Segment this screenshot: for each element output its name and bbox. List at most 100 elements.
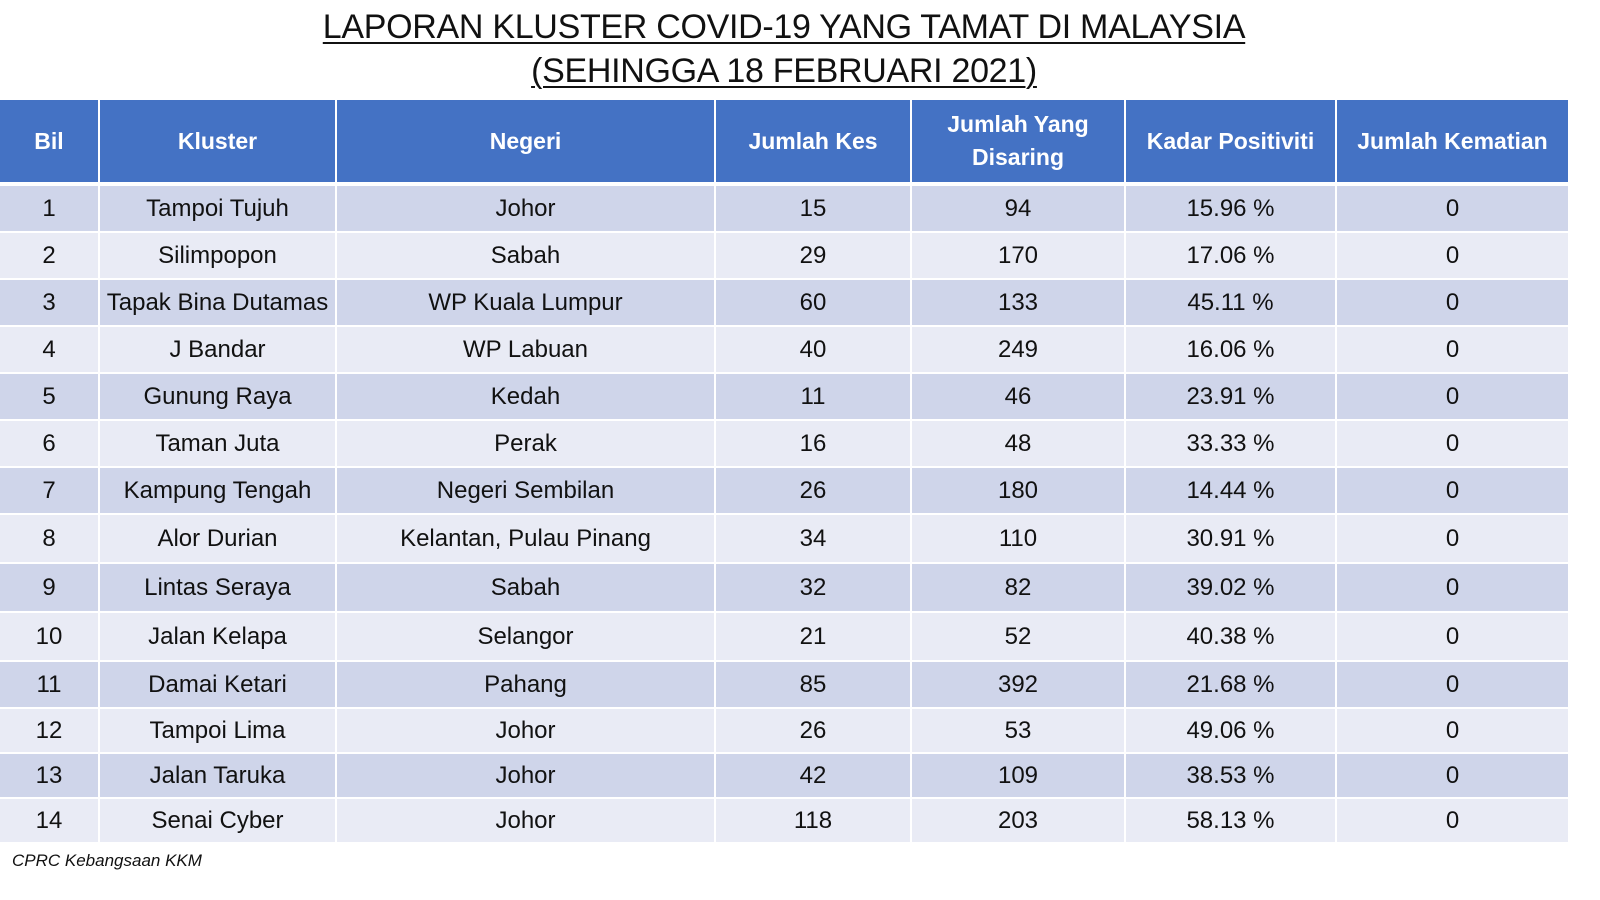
cell-bil: 13 xyxy=(0,753,100,799)
cell-jumlah-disaring: 46 xyxy=(911,373,1126,421)
cell-jumlah-kes: 21 xyxy=(715,612,912,662)
cell-bil: 2 xyxy=(0,232,100,280)
cell-kluster: Tampoi Tujuh xyxy=(99,184,337,233)
table-row: 2 Silimpopon Sabah 29 170 17.06 % 0 xyxy=(0,232,1568,280)
cell-jumlah-kematian: 0 xyxy=(1336,514,1568,564)
cluster-table: Bil Kluster Negeri Jumlah Kes Jumlah Yan… xyxy=(0,100,1568,844)
cell-jumlah-kematian: 0 xyxy=(1336,373,1568,421)
cell-jumlah-kes: 26 xyxy=(715,708,912,754)
column-header-jumlah-disaring: Jumlah Yang Disaring xyxy=(911,100,1126,186)
cell-jumlah-kematian: 0 xyxy=(1336,753,1568,799)
table-row: 1 Tampoi Tujuh Johor 15 94 15.96 % 0 xyxy=(0,184,1568,233)
cell-bil: 12 xyxy=(0,708,100,754)
column-header-negeri: Negeri xyxy=(336,100,716,186)
cell-kluster: Lintas Seraya xyxy=(99,563,337,613)
cell-jumlah-disaring: 133 xyxy=(911,279,1126,327)
cell-kadar-positiviti: 21.68 % xyxy=(1125,661,1337,709)
table-row: 5 Gunung Raya Kedah 11 46 23.91 % 0 xyxy=(0,373,1568,421)
cell-kluster: Jalan Taruka xyxy=(99,753,337,799)
column-header-jumlah-kes: Jumlah Kes xyxy=(715,100,912,186)
cell-negeri: Johor xyxy=(336,184,716,233)
cell-jumlah-disaring: 180 xyxy=(911,467,1126,515)
cell-jumlah-kematian: 0 xyxy=(1336,326,1568,374)
cell-jumlah-disaring: 94 xyxy=(911,184,1126,233)
table-header-row: Bil Kluster Negeri Jumlah Kes Jumlah Yan… xyxy=(0,100,1568,186)
cell-kadar-positiviti: 38.53 % xyxy=(1125,753,1337,799)
cell-jumlah-disaring: 52 xyxy=(911,612,1126,662)
column-header-kadar-positiviti: Kadar Positiviti xyxy=(1125,100,1337,186)
cell-jumlah-kes: 32 xyxy=(715,563,912,613)
cell-jumlah-kematian: 0 xyxy=(1336,612,1568,662)
cell-bil: 11 xyxy=(0,661,100,709)
cell-kluster: Damai Ketari xyxy=(99,661,337,709)
cell-jumlah-kematian: 0 xyxy=(1336,798,1568,844)
cell-bil: 9 xyxy=(0,563,100,613)
cell-jumlah-disaring: 392 xyxy=(911,661,1126,709)
cell-kluster: Senai Cyber xyxy=(99,798,337,844)
cell-jumlah-kematian: 0 xyxy=(1336,232,1568,280)
cell-kluster: J Bandar xyxy=(99,326,337,374)
cell-kadar-positiviti: 23.91 % xyxy=(1125,373,1337,421)
cell-jumlah-kematian: 0 xyxy=(1336,279,1568,327)
cell-kluster: Gunung Raya xyxy=(99,373,337,421)
table-row: 13 Jalan Taruka Johor 42 109 38.53 % 0 xyxy=(0,753,1568,799)
report-subtitle-date: (SEHINGGA 18 FEBRUARI 2021) xyxy=(531,52,1037,90)
cell-bil: 8 xyxy=(0,514,100,564)
cell-negeri: WP Kuala Lumpur xyxy=(336,279,716,327)
cell-negeri: Selangor xyxy=(336,612,716,662)
cell-jumlah-kes: 11 xyxy=(715,373,912,421)
table-row: 14 Senai Cyber Johor 118 203 58.13 % 0 xyxy=(0,798,1568,844)
cell-negeri: Johor xyxy=(336,708,716,754)
cell-bil: 5 xyxy=(0,373,100,421)
cell-negeri: Kelantan, Pulau Pinang xyxy=(336,514,716,564)
cell-kluster: Jalan Kelapa xyxy=(99,612,337,662)
table-row: 7 Kampung Tengah Negeri Sembilan 26 180 … xyxy=(0,467,1568,515)
cell-negeri: Perak xyxy=(336,420,716,468)
cell-jumlah-kes: 60 xyxy=(715,279,912,327)
cell-jumlah-disaring: 48 xyxy=(911,420,1126,468)
table-row: 3 Tapak Bina Dutamas WP Kuala Lumpur 60 … xyxy=(0,279,1568,327)
cell-jumlah-kematian: 0 xyxy=(1336,420,1568,468)
column-header-jumlah-kematian: Jumlah Kematian xyxy=(1336,100,1568,186)
cell-kluster: Kampung Tengah xyxy=(99,467,337,515)
cell-negeri: Johor xyxy=(336,753,716,799)
table-row: 8 Alor Durian Kelantan, Pulau Pinang 34 … xyxy=(0,514,1568,564)
cell-kadar-positiviti: 45.11 % xyxy=(1125,279,1337,327)
cell-jumlah-disaring: 109 xyxy=(911,753,1126,799)
column-header-kluster: Kluster xyxy=(99,100,337,186)
cell-kadar-positiviti: 17.06 % xyxy=(1125,232,1337,280)
cell-jumlah-disaring: 249 xyxy=(911,326,1126,374)
cell-jumlah-kes: 42 xyxy=(715,753,912,799)
cell-kadar-positiviti: 33.33 % xyxy=(1125,420,1337,468)
cell-kadar-positiviti: 16.06 % xyxy=(1125,326,1337,374)
cell-jumlah-kematian: 0 xyxy=(1336,708,1568,754)
source-footnote: CPRC Kebangsaan KKM xyxy=(12,851,202,870)
cell-kadar-positiviti: 15.96 % xyxy=(1125,184,1337,233)
cell-jumlah-disaring: 170 xyxy=(911,232,1126,280)
cell-kadar-positiviti: 40.38 % xyxy=(1125,612,1337,662)
cell-jumlah-kematian: 0 xyxy=(1336,184,1568,233)
cell-jumlah-kes: 118 xyxy=(715,798,912,844)
cell-negeri: Negeri Sembilan xyxy=(336,467,716,515)
cell-bil: 1 xyxy=(0,184,100,233)
cell-jumlah-kes: 16 xyxy=(715,420,912,468)
cell-kluster: Tapak Bina Dutamas xyxy=(99,279,337,327)
cell-negeri: Johor xyxy=(336,798,716,844)
table-row: 12 Tampoi Lima Johor 26 53 49.06 % 0 xyxy=(0,708,1568,754)
cell-kadar-positiviti: 14.44 % xyxy=(1125,467,1337,515)
table-row: 4 J Bandar WP Labuan 40 249 16.06 % 0 xyxy=(0,326,1568,374)
cell-jumlah-kes: 85 xyxy=(715,661,912,709)
table-row: 11 Damai Ketari Pahang 85 392 21.68 % 0 xyxy=(0,661,1568,709)
cell-bil: 3 xyxy=(0,279,100,327)
cell-negeri: Sabah xyxy=(336,232,716,280)
cell-jumlah-disaring: 110 xyxy=(911,514,1126,564)
cell-bil: 6 xyxy=(0,420,100,468)
table-row: 10 Jalan Kelapa Selangor 21 52 40.38 % 0 xyxy=(0,612,1568,662)
cell-kadar-positiviti: 39.02 % xyxy=(1125,563,1337,613)
cell-kadar-positiviti: 58.13 % xyxy=(1125,798,1337,844)
cell-jumlah-kes: 15 xyxy=(715,184,912,233)
cell-jumlah-kes: 26 xyxy=(715,467,912,515)
cell-jumlah-disaring: 82 xyxy=(911,563,1126,613)
table-row: 9 Lintas Seraya Sabah 32 82 39.02 % 0 xyxy=(0,563,1568,613)
table-row: 6 Taman Juta Perak 16 48 33.33 % 0 xyxy=(0,420,1568,468)
